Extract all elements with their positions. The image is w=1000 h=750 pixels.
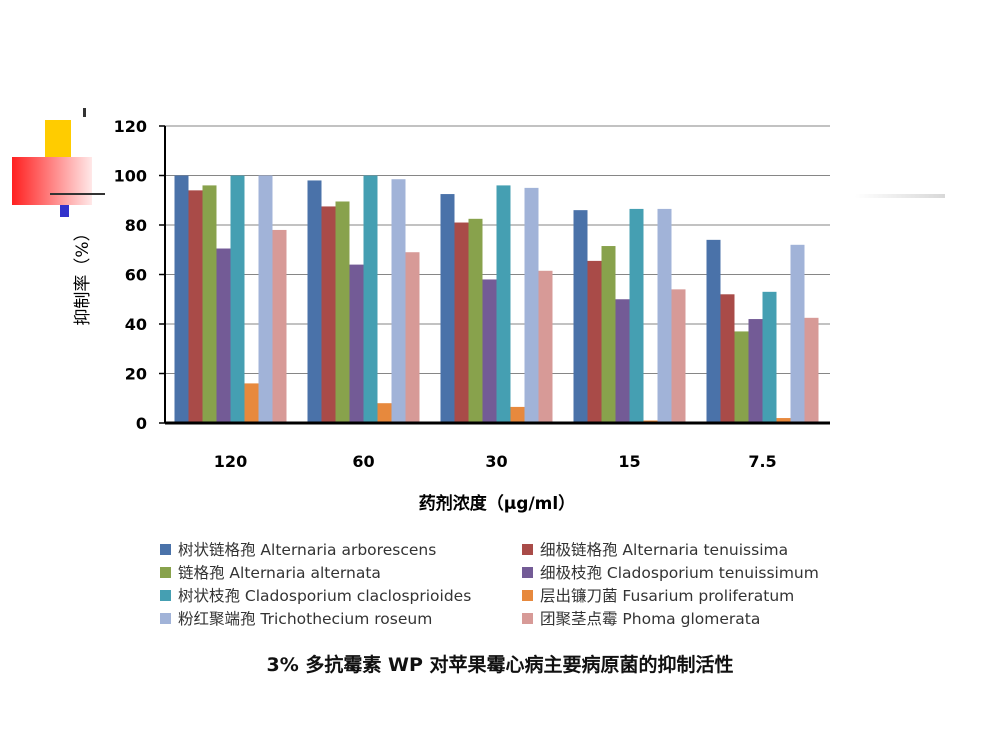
bar (363, 175, 378, 423)
x-tick-label: 120 (214, 452, 247, 471)
legend-item: 团聚茎点霉 Phoma glomerata (522, 607, 880, 629)
legend-item: 树状枝孢 Cladosporium claclosprioides (160, 584, 522, 606)
legend-label: 细极枝孢 Cladosporium tenuissimum (540, 564, 819, 582)
bar (335, 201, 350, 423)
bar (587, 260, 602, 423)
y-tick-label: 40 (125, 315, 147, 334)
bar (468, 218, 483, 423)
x-tick-label: 7.5 (748, 452, 776, 471)
bar (440, 194, 455, 423)
legend-swatch (522, 543, 533, 555)
legend-label: 细极链格孢 Alternaria tenuissima (540, 541, 789, 559)
bar (748, 319, 763, 423)
bar (524, 187, 539, 423)
y-tick-label: 20 (125, 365, 147, 384)
bar (258, 175, 273, 423)
bar (377, 403, 392, 423)
bar (706, 239, 721, 423)
decor-right-fade-line (855, 194, 945, 198)
legend-swatch (522, 589, 533, 601)
x-tick-label: 30 (485, 452, 507, 471)
legend-label: 树状链格孢 Alternaria arborescens (178, 541, 437, 559)
legend-label: 团聚茎点霉 Phoma glomerata (540, 610, 761, 628)
bar (391, 179, 406, 423)
legend-item: 粉红聚端孢 Trichothecium roseum (160, 607, 522, 629)
legend-item: 细极链格孢 Alternaria tenuissima (522, 538, 880, 560)
x-axis-title: 药剂浓度（μg/ml） (419, 493, 575, 514)
bar (307, 180, 322, 423)
legend-swatch (160, 612, 171, 624)
bar (671, 289, 686, 423)
chart-legend: 树状链格孢 Alternaria arborescens 细极链格孢 Altern… (160, 538, 880, 629)
bar (790, 244, 805, 423)
legend-label: 树状枝孢 Cladosporium claclosprioides (178, 587, 472, 605)
legend-swatch (160, 543, 171, 555)
bar (629, 208, 644, 423)
bar (734, 331, 749, 423)
slide-caption: 3% 多抗霉素 WP 对苹果霉心病主要病原菌的抑制活性 (266, 654, 734, 676)
y-tick-label: 100 (114, 167, 147, 186)
legend-item: 层出镰刀菌 Fusarium proliferatum (522, 584, 880, 606)
bar (349, 264, 364, 423)
decor-blue-square (60, 205, 69, 217)
legend-item: 树状链格孢 Alternaria arborescens (160, 538, 522, 560)
bar (244, 383, 259, 423)
y-tick-label: 0 (136, 414, 147, 433)
bar (762, 291, 777, 423)
bar (657, 208, 672, 423)
bar (776, 418, 791, 423)
legend-item: 链格孢 Alternaria alternata (160, 561, 522, 583)
legend-swatch (522, 566, 533, 578)
legend-item: 细极枝孢 Cladosporium tenuissimum (522, 561, 880, 583)
legend-label: 粉红聚端孢 Trichothecium roseum (178, 610, 433, 628)
bar (272, 229, 287, 423)
bars (174, 175, 819, 423)
y-tick-label: 60 (125, 266, 147, 285)
bar (321, 206, 336, 423)
x-tick-label: 60 (352, 452, 374, 471)
decor-dark-line (50, 193, 105, 195)
legend-label: 链格孢 Alternaria alternata (178, 564, 381, 582)
decor-tick-mark (83, 108, 86, 117)
decor-red-gradient (12, 157, 92, 205)
bar (615, 299, 630, 423)
bar (573, 210, 588, 423)
bar (405, 252, 420, 423)
bar (496, 185, 511, 423)
bar (804, 317, 819, 423)
bar (482, 279, 497, 423)
bar (454, 222, 469, 423)
bar (601, 246, 616, 423)
x-tick-label: 15 (618, 452, 640, 471)
bar (230, 175, 245, 423)
legend-swatch (160, 566, 171, 578)
axes: 0 20 40 60 80 100 120 120 60 30 15 7.5 (114, 117, 830, 471)
bar (216, 248, 231, 423)
bar (538, 270, 553, 423)
bar (188, 190, 203, 423)
bar (510, 406, 525, 423)
legend-swatch (522, 612, 533, 624)
y-tick-label: 120 (114, 117, 147, 136)
bar (174, 175, 189, 423)
bar (720, 294, 735, 423)
y-tick-label: 80 (125, 216, 147, 235)
bar (202, 185, 217, 423)
y-axis-title: 抑制率（%） (73, 224, 93, 325)
legend-label: 层出镰刀菌 Fusarium proliferatum (540, 587, 795, 605)
legend-swatch (160, 589, 171, 601)
